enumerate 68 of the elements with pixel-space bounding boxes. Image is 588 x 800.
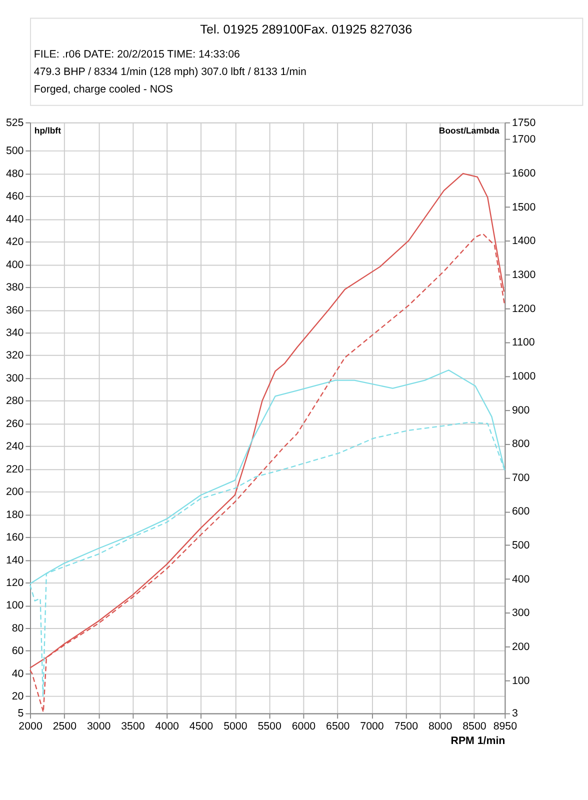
y-tick-label: 160	[6, 532, 24, 544]
x-tick-label: 7000	[360, 720, 384, 732]
x-tick-label: 2000	[18, 720, 42, 732]
y-tick-label: 400	[6, 258, 24, 271]
x-tick-label: 4000	[155, 720, 180, 732]
y-tick-label: 260	[6, 418, 24, 430]
y2-tick-label: 1750	[512, 116, 536, 129]
y2-tick-label: 300	[512, 607, 530, 620]
y2-tick-label: 1600	[512, 168, 536, 180]
y2-tick-label: 200	[512, 641, 530, 654]
y-tick-label: 40	[12, 668, 24, 680]
y2-tick-label: 100	[512, 674, 530, 687]
y2-tick-label: 700	[512, 472, 530, 484]
y-axis-title: hp/lbft	[34, 126, 62, 136]
y-tick-label: 20	[12, 690, 24, 703]
y-tick-label: 100	[6, 600, 24, 612]
y-tick-label: 280	[6, 395, 24, 408]
y-tick-label: 340	[6, 326, 24, 339]
y2-tick-label: 900	[512, 404, 530, 416]
y2-tick-label: 1100	[512, 336, 535, 349]
y-tick-label: 380	[6, 282, 24, 294]
x-tick-label: 7500	[394, 720, 418, 732]
y2-tick-label: 3	[512, 708, 518, 720]
y-tick-label: 360	[6, 304, 24, 316]
x-tick-label: 5500	[258, 720, 282, 732]
y2-tick-label: 500	[512, 540, 530, 552]
y2-tick-label: 400	[512, 573, 530, 586]
y-tick-label: 80	[12, 622, 24, 634]
x-tick-label: 8000	[428, 720, 452, 732]
x-tick-label: 6500	[326, 720, 350, 732]
y-tick-label: 460	[6, 190, 24, 203]
x-tick-label: 8500	[462, 720, 486, 732]
text: 479.3 BHP / 8334 1/min (128 mph) 307.0 lbft / 8133 1/min	[34, 66, 306, 78]
x-tick-label: 2500	[52, 720, 77, 732]
x-tick-label: 5000	[224, 720, 248, 732]
y-tick-label: 220	[6, 463, 24, 476]
y2-tick-label: 600	[512, 506, 530, 518]
y-tick-label: 300	[6, 372, 24, 384]
y-tick-label: 525	[6, 116, 24, 129]
y-tick-label: 480	[6, 168, 24, 180]
text: Tel. 01925 289100Fax. 01925 827036	[200, 22, 412, 36]
y-tick-label: 440	[6, 213, 24, 226]
y-tick-label: 500	[6, 145, 24, 158]
y2-tick-label: 1700	[512, 134, 536, 146]
text: FILE: .r06 DATE: 20/2/2015 TIME: 14:33:06	[34, 48, 240, 60]
y-tick-label: 60	[12, 645, 24, 658]
x-axis-title: RPM 1/min	[450, 734, 506, 747]
y-tick-label: 320	[6, 350, 24, 362]
y-tick-label: 180	[6, 508, 24, 521]
y-tick-label: 240	[6, 440, 24, 453]
text: Forged, charge cooled - NOS	[34, 83, 173, 96]
y2-tick-label: 1300	[512, 268, 536, 281]
y-tick-label: 140	[6, 554, 24, 566]
y2-tick-label: 800	[512, 438, 530, 450]
y-tick-label: 200	[6, 486, 24, 498]
y2-axis-title: Boost/Lambda	[438, 126, 500, 136]
x-tick-label: 6000	[292, 720, 316, 732]
x-tick-label: 3500	[121, 720, 145, 732]
y2-tick-label: 1200	[512, 302, 536, 315]
x-tick-label: 4500	[189, 720, 214, 732]
y2-tick-label: 1000	[512, 370, 536, 382]
y-tick-label: 5	[18, 708, 24, 720]
y-tick-label: 120	[6, 576, 24, 589]
y2-tick-label: 1500	[512, 201, 536, 214]
y2-tick-label: 1400	[512, 235, 536, 248]
y-tick-label: 420	[6, 236, 24, 248]
x-tick-label: 3000	[86, 720, 111, 732]
x-tick-label: 8950	[493, 720, 518, 732]
